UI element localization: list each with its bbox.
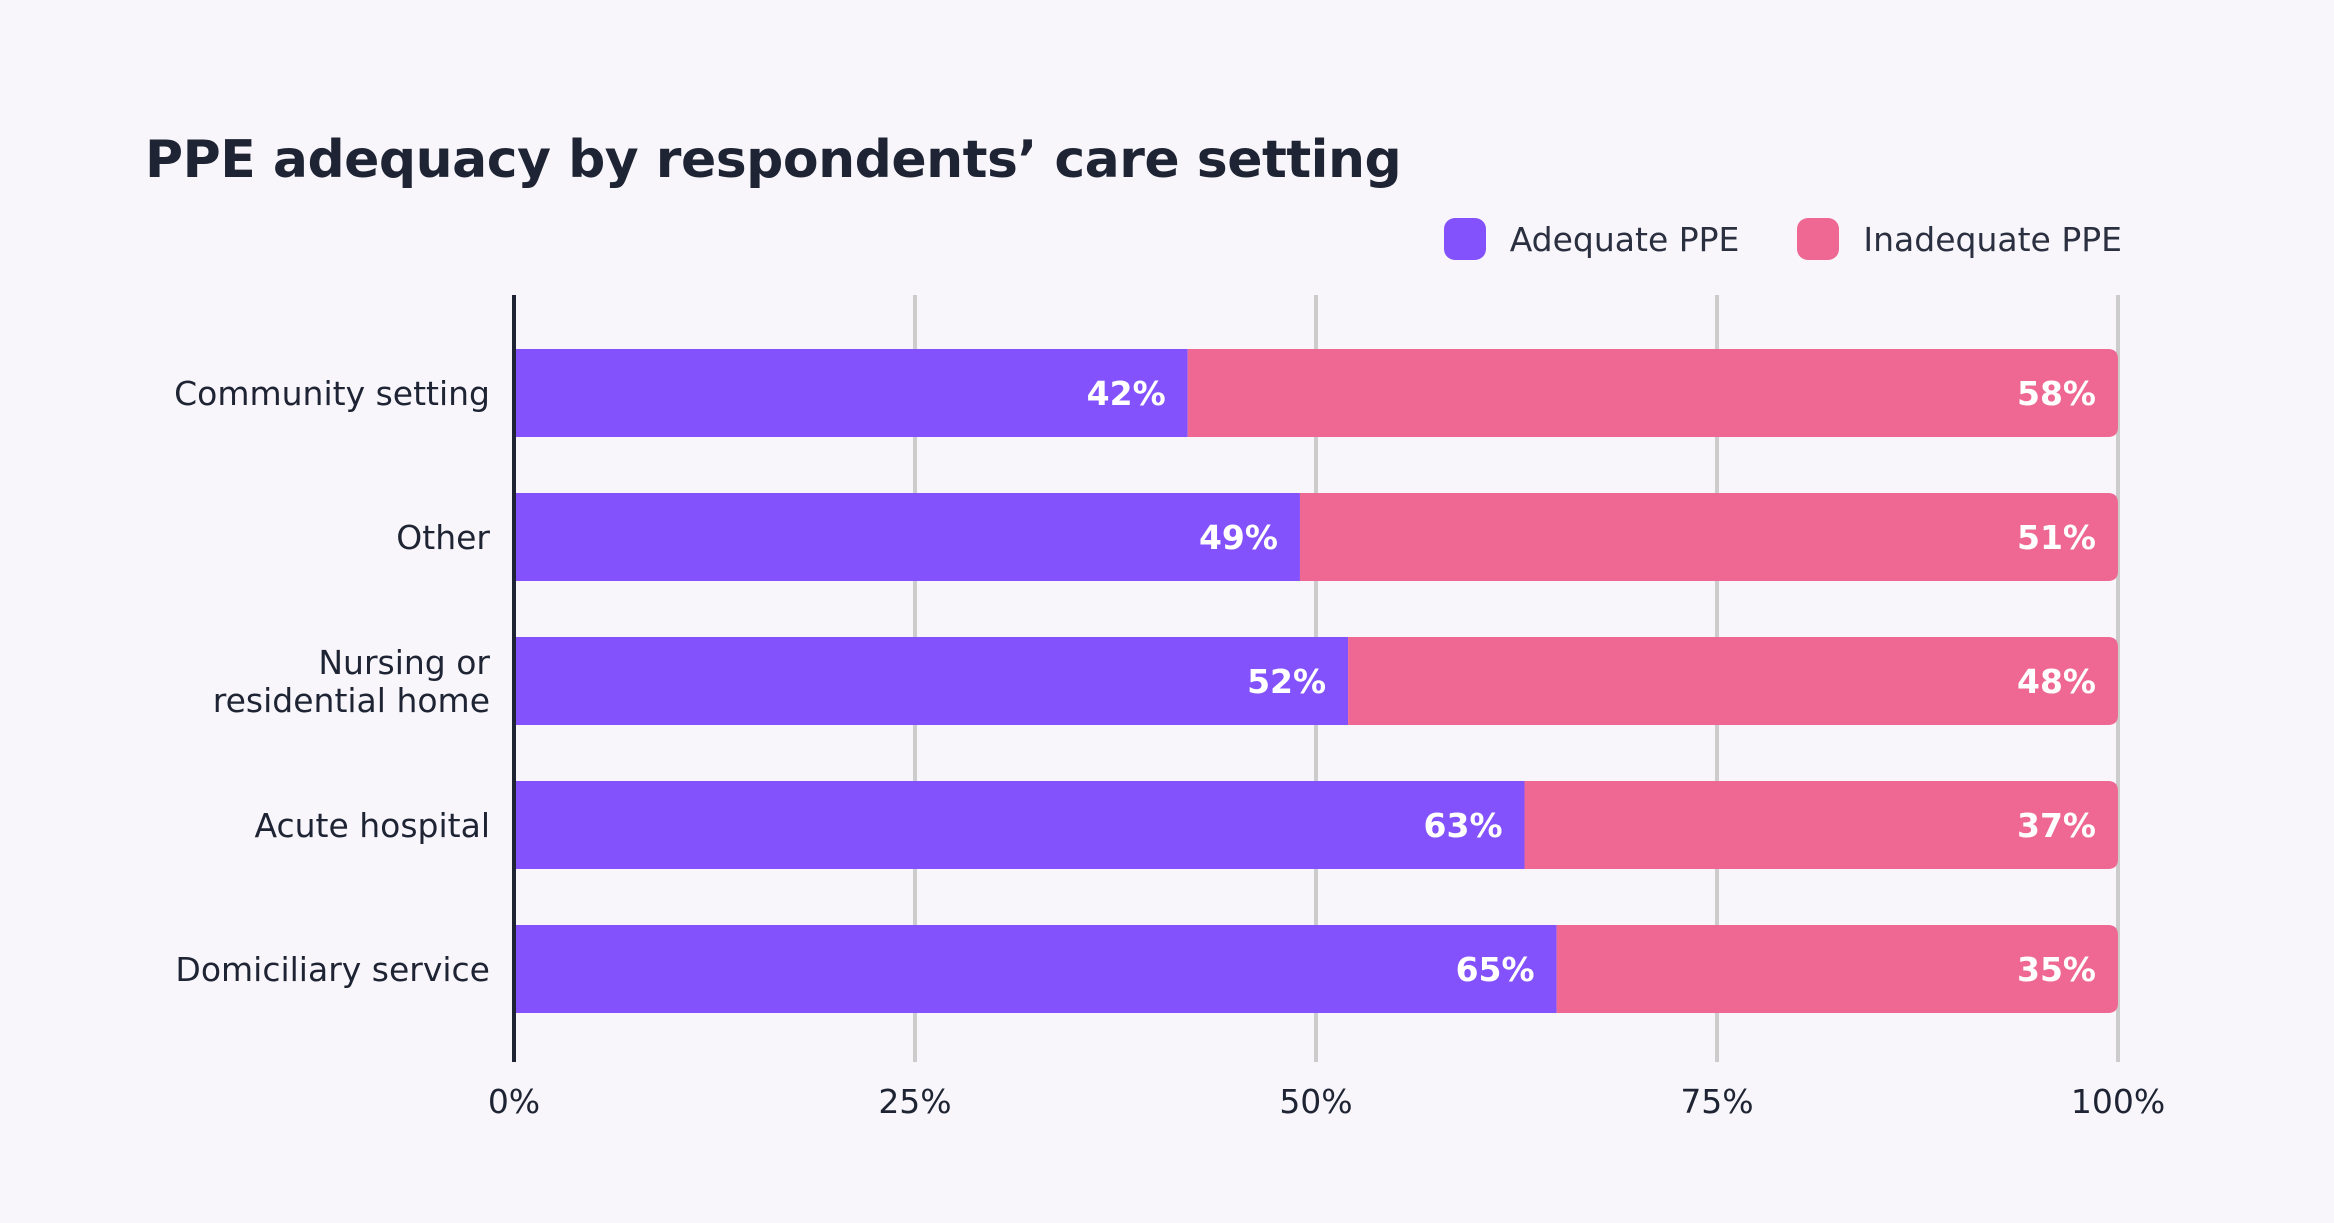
x-tick-label: 0%	[488, 1082, 540, 1121]
chart-title: PPE adequacy by respondents’ care settin…	[145, 130, 1402, 190]
data-label-adequate: 42%	[1087, 374, 1166, 413]
category-label: Domiciliary service	[175, 950, 490, 989]
data-label-inadequate: 48%	[2017, 662, 2096, 701]
category-label: Community setting	[174, 374, 490, 413]
bar-inadequate	[1556, 925, 2118, 1013]
legend-label-adequate: Adequate PPE	[1509, 219, 1740, 259]
data-label-inadequate: 51%	[2017, 518, 2096, 557]
legend-swatch-adequate	[1443, 218, 1486, 260]
data-label-adequate: 65%	[1456, 950, 1535, 989]
legend-item-inadequate: Inadequate PPE	[1797, 218, 2122, 260]
category-label: residential home	[213, 681, 490, 720]
data-label-inadequate: 37%	[2017, 806, 2096, 845]
x-tick-label: 75%	[1680, 1082, 1753, 1121]
bar-inadequate	[1299, 493, 2118, 581]
legend-label-inadequate: Inadequate PPE	[1863, 219, 2122, 259]
category-label: Other	[396, 518, 490, 557]
x-tick-label: 50%	[1279, 1082, 1352, 1121]
bar-adequate	[514, 637, 1349, 725]
data-label-adequate: 52%	[1247, 662, 1326, 701]
data-label-inadequate: 58%	[2017, 374, 2096, 413]
category-label: Nursing or	[318, 643, 490, 682]
data-label-adequate: 49%	[1199, 518, 1278, 557]
bar-inadequate	[1187, 349, 2118, 437]
bar-inadequate	[1348, 637, 2118, 725]
chart-legend: Adequate PPE Inadequate PPE	[1443, 218, 2122, 260]
legend-swatch-inadequate	[1797, 218, 1840, 260]
bar-inadequate	[1524, 781, 2118, 869]
legend-item-adequate: Adequate PPE	[1443, 218, 1740, 260]
bar-adequate	[514, 493, 1300, 581]
data-label-inadequate: 35%	[2017, 950, 2096, 989]
x-tick-label: 100%	[2071, 1082, 2165, 1121]
bar-adequate	[514, 349, 1188, 437]
x-tick-label: 25%	[878, 1082, 951, 1121]
bar-adequate	[514, 781, 1525, 869]
category-label: Acute hospital	[254, 806, 490, 845]
bar-adequate	[514, 925, 1557, 1013]
data-label-adequate: 63%	[1424, 806, 1503, 845]
